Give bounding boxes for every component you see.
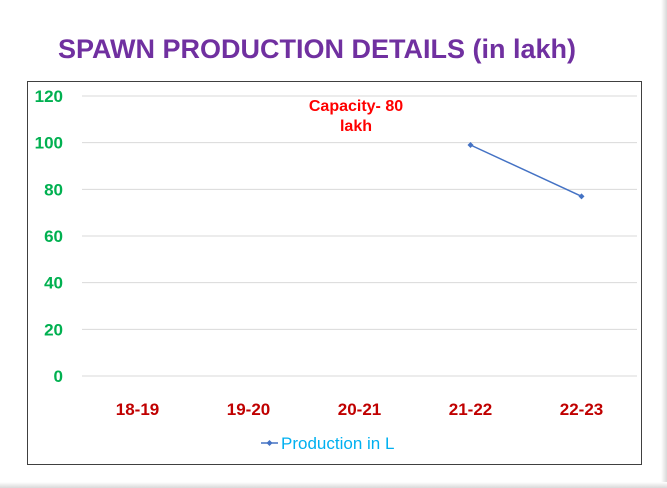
y-tick-label: 20 <box>44 320 63 339</box>
y-tick-label: 40 <box>44 274 63 293</box>
page-title: SPAWN PRODUCTION DETAILS (in lakh) <box>57 34 576 64</box>
x-tick-label: 21-22 <box>449 400 492 419</box>
y-tick-label: 0 <box>54 367 63 386</box>
capacity-annotation: Capacity- 80 <box>309 98 403 115</box>
y-tick-label: 120 <box>35 87 63 106</box>
x-tick-label: 22-23 <box>560 400 603 419</box>
x-tick-label: 19-20 <box>227 400 270 419</box>
legend-marker <box>266 440 273 446</box>
data-point <box>578 193 585 200</box>
data-point <box>467 142 474 148</box>
capacity-annotation-line2: lakh <box>340 118 372 135</box>
x-tick-label: 20-21 <box>338 400 381 419</box>
slide-edge-shadow <box>661 0 667 488</box>
x-tick-label: 18-19 <box>116 400 159 419</box>
series-line <box>470 144 582 198</box>
legend-label: Production in L <box>281 434 394 453</box>
y-tick-label: 100 <box>35 134 63 153</box>
slide-edge-shadow-bottom <box>0 482 667 488</box>
y-tick-label: 80 <box>44 180 63 199</box>
y-tick-label: 60 <box>44 227 63 246</box>
chart-frame <box>27 81 642 465</box>
